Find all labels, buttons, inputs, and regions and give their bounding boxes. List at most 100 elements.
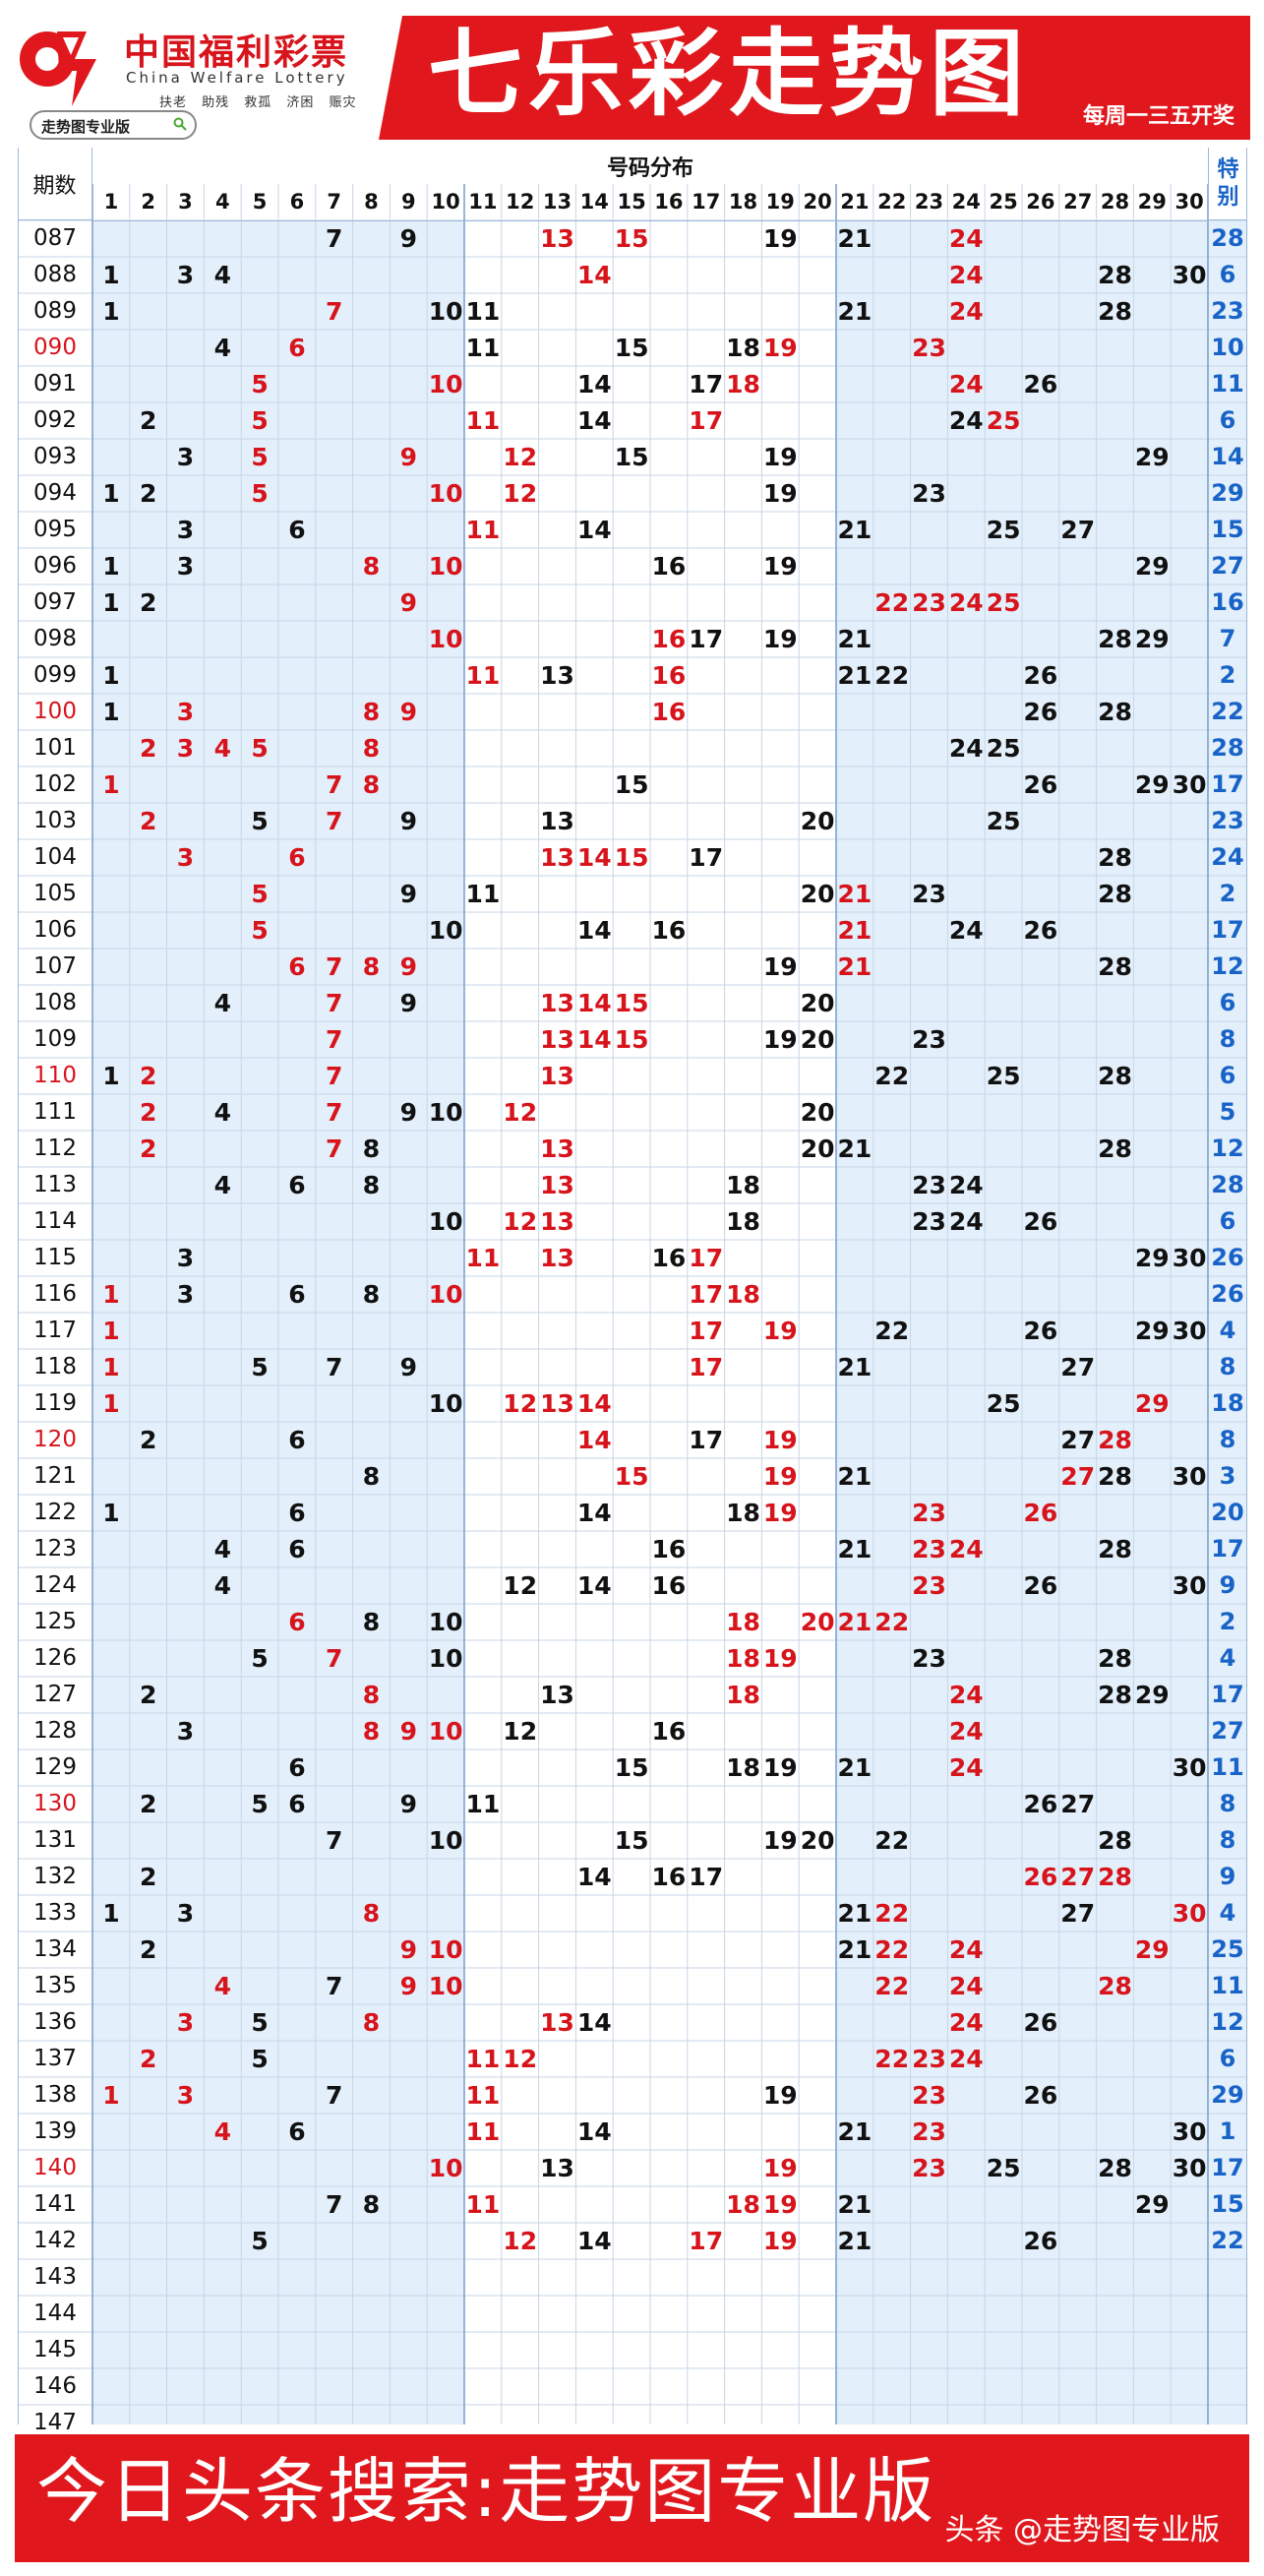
- drawn-number-repeat: 5: [251, 406, 269, 435]
- drawn-number-repeat: 11: [465, 1244, 501, 1272]
- special-number: 6: [1219, 989, 1236, 1016]
- drawn-number: 10: [428, 1389, 463, 1418]
- period-label: 141: [33, 2191, 77, 2217]
- drawn-number: 15: [614, 334, 649, 362]
- drawn-number: 10: [428, 1608, 463, 1636]
- drawn-number: 30: [1172, 1753, 1207, 1782]
- period-label: 089: [33, 298, 77, 324]
- period-label: 136: [33, 2009, 77, 2035]
- drawn-number-repeat: 11: [465, 2045, 501, 2073]
- drawn-number: 24: [948, 734, 984, 763]
- period-label: 134: [33, 1936, 77, 1962]
- drawn-number-repeat: 14: [576, 843, 612, 872]
- drawn-number: 17: [689, 1426, 724, 1454]
- drawn-number: 24: [948, 1207, 984, 1236]
- drawn-number: 21: [837, 1753, 873, 1782]
- drawn-number-repeat: 22: [874, 1972, 910, 2000]
- drawn-number: 30: [1172, 2154, 1207, 2182]
- drawn-number: 23: [912, 1644, 946, 1673]
- drawn-number: 12: [503, 1571, 538, 1600]
- column-header-number: 22: [877, 190, 907, 214]
- drawn-number-repeat: 24: [948, 370, 984, 399]
- drawn-number-repeat: 13: [540, 989, 574, 1017]
- drawn-number-repeat: 14: [576, 989, 612, 1017]
- drawn-number: 10: [428, 916, 463, 945]
- drawn-number-repeat: 22: [874, 1608, 910, 1636]
- drawn-number: 21: [837, 2227, 873, 2255]
- drawn-number-repeat: 20: [800, 1608, 835, 1636]
- period-label: 092: [33, 407, 77, 433]
- drawn-number: 21: [837, 1535, 873, 1564]
- drawn-number: 2: [139, 1790, 157, 1818]
- drawn-number-repeat: 10: [428, 479, 463, 508]
- drawn-number: 25: [986, 1389, 1021, 1418]
- period-label: 128: [33, 1718, 77, 1744]
- drawn-number: 18: [726, 1499, 760, 1527]
- drawn-number: 13: [540, 661, 574, 690]
- drawn-number-repeat: 19: [762, 1317, 798, 1345]
- trend-table: 期数 号码分布 特别 1 2 3 4 5 6 7 8 9 10 11 12 13 14 15 16 17 18 19…: [18, 148, 1247, 2435]
- drawn-number-repeat: 25: [986, 588, 1021, 617]
- drawn-number: 3: [176, 552, 195, 581]
- table-body: 087 7 9 19 21 13 15 24 28 088 1 3 4 28 30 14 24 6 089 1 10 11…: [18, 220, 1247, 2435]
- drawn-number: 18: [726, 1753, 760, 1782]
- column-header-number: 25: [989, 190, 1018, 214]
- drawn-number-repeat: 22: [874, 1899, 910, 1928]
- drawn-number-repeat: 3: [176, 2081, 195, 2110]
- drawn-number-repeat: 25: [986, 406, 1021, 435]
- drawn-number: 8: [362, 1171, 381, 1199]
- period-label: 104: [33, 844, 77, 870]
- special-number: 9: [1219, 1863, 1236, 1890]
- special-number: 8: [1219, 1426, 1236, 1453]
- drawn-number: 5: [251, 1353, 269, 1381]
- drawn-number-repeat: 19: [762, 1499, 798, 1527]
- drawn-number: 25: [986, 1062, 1021, 1090]
- drawn-number: 10: [428, 1826, 463, 1855]
- drawn-number: 1: [102, 552, 120, 581]
- column-header-number: 21: [840, 190, 870, 214]
- drawn-number-repeat: 16: [651, 698, 687, 726]
- period-label: 109: [33, 1026, 77, 1052]
- drawn-number-repeat: 2: [139, 1062, 157, 1090]
- drawn-number-repeat: 18: [726, 370, 760, 399]
- drawn-number: 11: [465, 334, 501, 362]
- drawn-number: 1: [102, 1062, 120, 1090]
- drawn-number: 2: [139, 588, 157, 617]
- drawn-number-repeat: 14: [576, 1426, 612, 1454]
- drawn-number-repeat: 3: [176, 734, 195, 763]
- drawn-number-repeat: 19: [762, 1644, 798, 1673]
- drawn-number-repeat: 17: [689, 1280, 724, 1309]
- drawn-number: 6: [288, 516, 306, 544]
- column-header-number: 14: [579, 190, 609, 214]
- grid-lines: [18, 148, 1247, 2424]
- drawn-number-repeat: 8: [362, 1899, 381, 1928]
- drawn-number-repeat: 15: [614, 1462, 649, 1491]
- special-number: 4: [1219, 1317, 1236, 1344]
- special-number: 25: [1211, 1935, 1244, 1963]
- drawn-number: 21: [837, 1462, 873, 1491]
- period-label: 145: [33, 2337, 77, 2362]
- period-label: 143: [33, 2264, 77, 2290]
- drawn-number-repeat: 12: [503, 479, 538, 508]
- drawn-number: 3: [176, 261, 195, 289]
- drawn-number-repeat: 6: [288, 334, 306, 362]
- special-number: 28: [1211, 734, 1244, 762]
- drawn-number: 8: [362, 1135, 381, 1163]
- drawn-number-repeat: 10: [428, 552, 463, 581]
- drawn-number-repeat: 2: [139, 1098, 157, 1127]
- drawn-number-repeat: 3: [176, 843, 195, 872]
- period-label: 119: [33, 1390, 77, 1416]
- column-number-row: 1 2 3 4 5 6 7 8 9 10 11 12 13 14 15 16 17 18 19 20 21 22 23 24 2…: [92, 184, 1208, 221]
- drawn-number-repeat: 14: [576, 1025, 612, 1054]
- drawn-number: 14: [576, 516, 612, 544]
- drawn-number-repeat: 29: [1134, 1389, 1170, 1418]
- column-header-number: 2: [141, 190, 155, 214]
- drawn-number-repeat: 24: [948, 2045, 984, 2073]
- drawn-number-repeat: 28: [1098, 1972, 1132, 2000]
- drawn-number: 18: [726, 1207, 760, 1236]
- magnifier-icon: [173, 117, 187, 131]
- drawn-number: 28: [1098, 880, 1132, 908]
- drawn-number: 29: [1134, 552, 1170, 581]
- special-number: 17: [1211, 1681, 1244, 1708]
- drawn-number: 4: [213, 1571, 231, 1600]
